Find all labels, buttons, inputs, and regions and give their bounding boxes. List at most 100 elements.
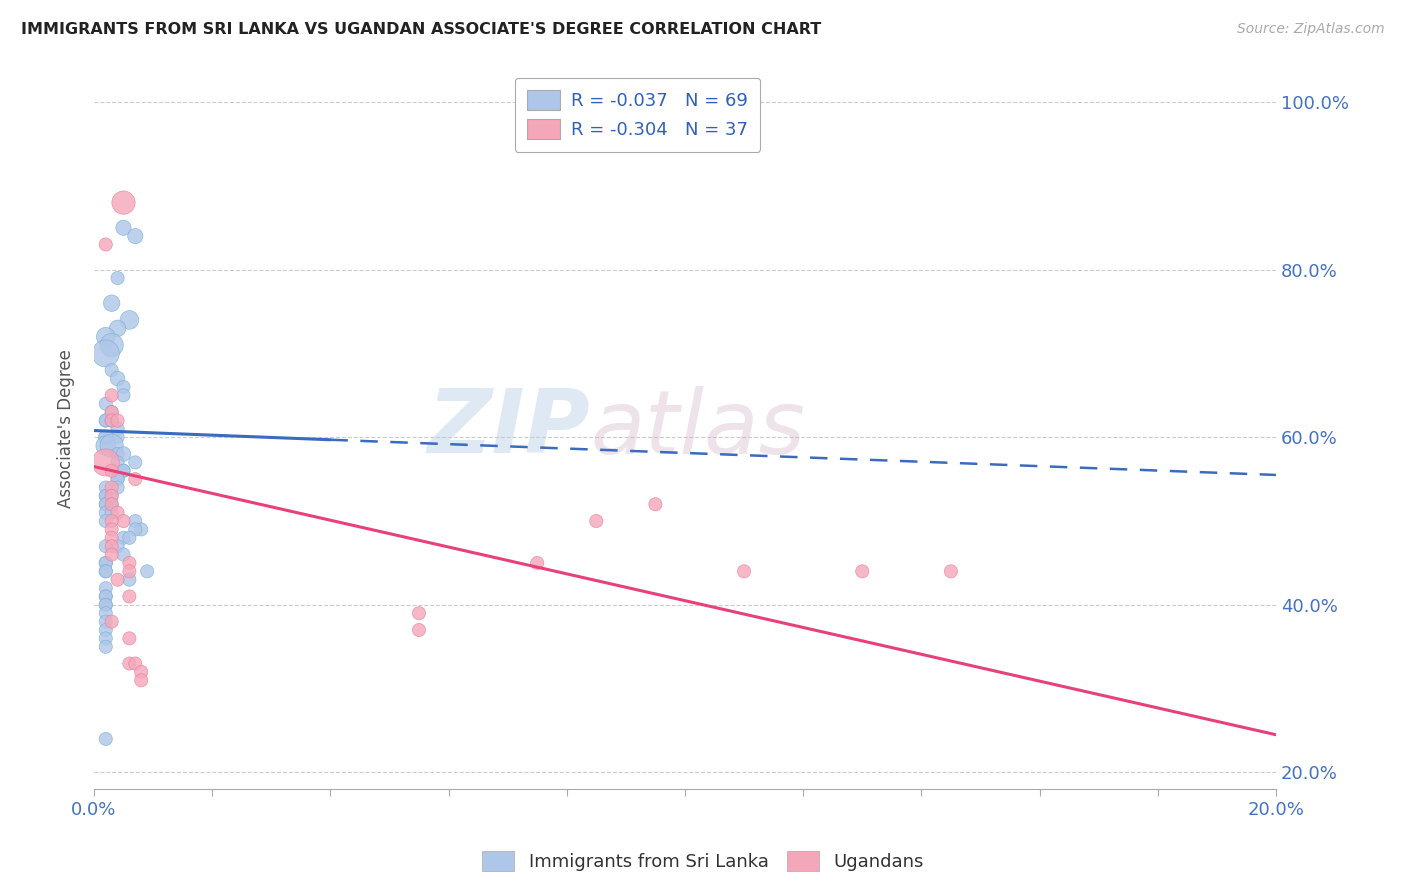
Point [100, 338, 122, 352]
Y-axis label: Associate's Degree: Associate's Degree [58, 350, 75, 508]
Point [107, 573, 129, 587]
Point [112, 531, 135, 545]
Point [94, 539, 117, 553]
Point [94, 481, 117, 495]
Point [100, 439, 122, 453]
Point [94, 455, 117, 469]
Point [112, 380, 135, 394]
Point [100, 296, 122, 310]
Point [94, 556, 117, 570]
Point [100, 363, 122, 377]
Point [107, 481, 129, 495]
Point [100, 464, 122, 478]
Point [107, 271, 129, 285]
Point [100, 413, 122, 427]
Point [124, 657, 146, 671]
Point [408, 623, 430, 637]
Point [124, 229, 146, 244]
Point [408, 606, 430, 620]
Point [118, 313, 141, 327]
Point [100, 615, 122, 629]
Point [107, 371, 129, 385]
Point [124, 455, 146, 469]
Point [94, 413, 117, 427]
Point [94, 590, 117, 604]
Point [94, 606, 117, 620]
Point [112, 514, 135, 528]
Point [94, 565, 117, 579]
Point [94, 430, 117, 444]
Point [107, 539, 129, 553]
Point [112, 220, 135, 235]
Point [94, 329, 117, 343]
Point [94, 413, 117, 427]
Point [100, 523, 122, 537]
Point [100, 548, 122, 562]
Point [733, 565, 755, 579]
Point [100, 413, 122, 427]
Point [94, 489, 117, 503]
Point [107, 422, 129, 436]
Point [129, 665, 152, 679]
Point [585, 514, 607, 528]
Text: Source: ZipAtlas.com: Source: ZipAtlas.com [1237, 22, 1385, 37]
Point [107, 455, 129, 469]
Point [118, 657, 141, 671]
Point [118, 565, 141, 579]
Point [94, 731, 117, 746]
Point [100, 539, 122, 553]
Point [112, 388, 135, 402]
Point [107, 506, 129, 520]
Point [94, 590, 117, 604]
Point [136, 565, 159, 579]
Point [129, 673, 152, 688]
Point [112, 464, 135, 478]
Point [939, 565, 962, 579]
Point [94, 346, 117, 360]
Text: atlas: atlas [591, 386, 806, 472]
Point [100, 405, 122, 419]
Point [94, 237, 117, 252]
Point [100, 531, 122, 545]
Point [112, 464, 135, 478]
Point [100, 497, 122, 511]
Point [94, 640, 117, 654]
Point [851, 565, 873, 579]
Point [112, 195, 135, 210]
Point [118, 632, 141, 646]
Point [118, 590, 141, 604]
Point [94, 497, 117, 511]
Point [94, 397, 117, 411]
Point [94, 430, 117, 444]
Point [94, 514, 117, 528]
Point [94, 581, 117, 595]
Point [107, 430, 129, 444]
Point [100, 506, 122, 520]
Point [124, 514, 146, 528]
Point [100, 489, 122, 503]
Point [107, 472, 129, 486]
Point [107, 472, 129, 486]
Point [112, 447, 135, 461]
Legend: Immigrants from Sri Lanka, Ugandans: Immigrants from Sri Lanka, Ugandans [475, 844, 931, 879]
Point [94, 497, 117, 511]
Point [107, 447, 129, 461]
Point [118, 556, 141, 570]
Point [94, 556, 117, 570]
Text: IMMIGRANTS FROM SRI LANKA VS UGANDAN ASSOCIATE'S DEGREE CORRELATION CHART: IMMIGRANTS FROM SRI LANKA VS UGANDAN ASS… [21, 22, 821, 37]
Point [118, 531, 141, 545]
Point [94, 489, 117, 503]
Point [644, 497, 666, 511]
Point [124, 523, 146, 537]
Point [100, 489, 122, 503]
Point [94, 598, 117, 612]
Point [100, 405, 122, 419]
Point [94, 598, 117, 612]
Point [107, 413, 129, 427]
Legend: R = -0.037   N = 69, R = -0.304   N = 37: R = -0.037 N = 69, R = -0.304 N = 37 [515, 78, 761, 152]
Point [526, 556, 548, 570]
Point [107, 321, 129, 335]
Point [94, 632, 117, 646]
Point [124, 472, 146, 486]
Point [94, 506, 117, 520]
